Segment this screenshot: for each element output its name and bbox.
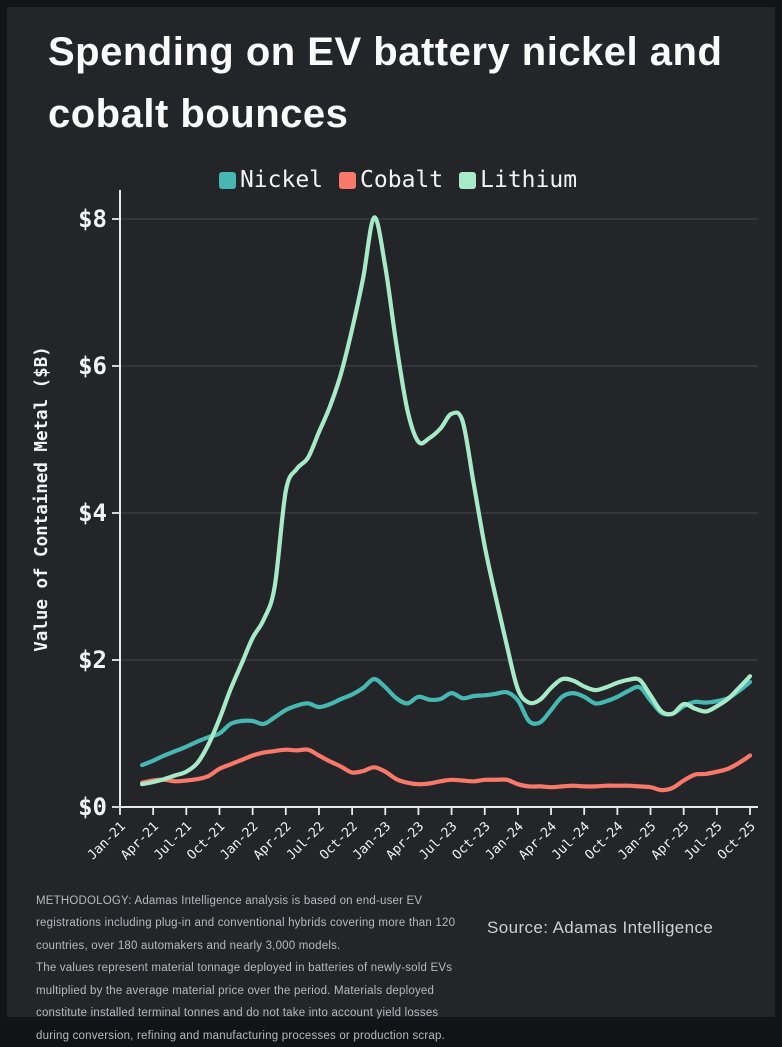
- legend-item-lithium: Lithium: [459, 167, 577, 193]
- y-tick-label: $4: [78, 499, 107, 527]
- y-axis-title: Value of Contained Metal ($B): [32, 346, 52, 652]
- legend-swatch-nickel: [218, 171, 236, 189]
- legend-swatch-lithium: [459, 171, 477, 189]
- y-tick-label: $8: [78, 205, 107, 233]
- legend-label: Cobalt: [360, 167, 444, 193]
- legend-label: Nickel: [239, 167, 324, 193]
- series-line-lithium: [140, 215, 753, 787]
- y-tick-label: $2: [78, 646, 107, 674]
- legend-item-nickel: Nickel: [218, 167, 324, 193]
- source-label: Source: Adamas Intelligence: [487, 918, 714, 937]
- legend-item-cobalt: Cobalt: [339, 167, 443, 193]
- y-tick-label: $0: [78, 793, 107, 821]
- chart-svg: $0$2$4$6$8Jan-21Apr-21Jul-21Oct-21Jan-22…: [32, 190, 759, 863]
- chart-title: Spending on EV battery nickel and cobalt…: [48, 30, 723, 136]
- methodology-para-1: METHODOLOGY: Adamas Intelligence analysi…: [36, 895, 456, 952]
- chart-panel: Spending on EV battery nickel and cobalt…: [7, 7, 775, 1042]
- series-line-nickel: [140, 677, 753, 768]
- series-line-cobalt: [140, 747, 753, 793]
- methodology-para-2: The values represent material tonnage de…: [36, 962, 453, 1042]
- legend: Nickel Cobalt Lithium: [7, 167, 782, 193]
- legend-swatch-cobalt: [339, 171, 357, 189]
- methodology-note: METHODOLOGY: Adamas Intelligence analysi…: [36, 890, 468, 1047]
- legend-label: Lithium: [480, 167, 578, 193]
- y-tick-label: $6: [78, 352, 107, 380]
